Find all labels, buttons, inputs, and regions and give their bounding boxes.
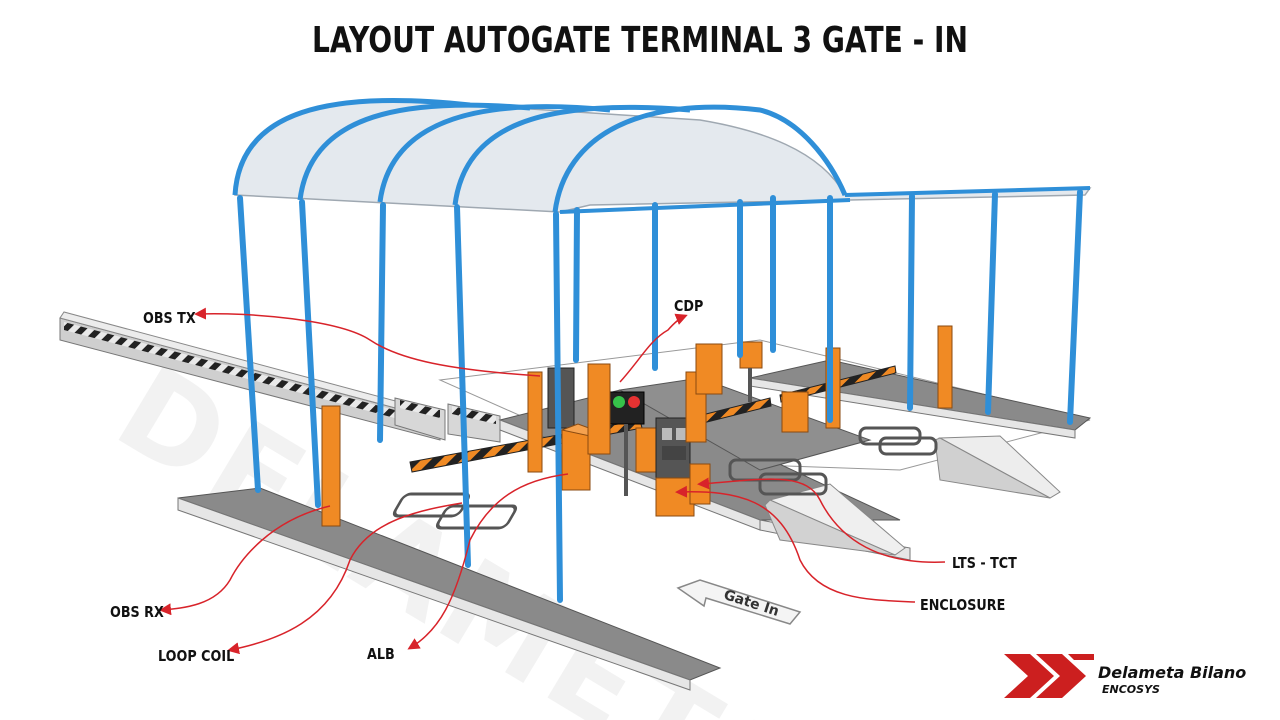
concrete-barrier-wall (59, 311, 501, 443)
callout-alb: ALB (367, 645, 395, 663)
canopy-poles (237, 189, 1083, 603)
callout-lts-tct: LTS - TCT (952, 554, 1017, 572)
callout-loop-coil: LOOP COIL (158, 647, 235, 665)
canopy (232, 98, 1092, 214)
logo-name: Delameta Bilano (1098, 663, 1247, 682)
callout-obs-rx: OBS RX (110, 603, 164, 621)
callout-enclosure: ENCLOSURE (920, 596, 1006, 614)
loop-coil-markings (392, 426, 938, 530)
callout-cdp: CDP (674, 297, 704, 315)
diagram-title: LAYOUT AUTOGATE TERMINAL 3 GATE - IN (312, 20, 968, 61)
logo-mark (1004, 654, 1094, 698)
callout-arrows (159, 307, 946, 655)
left-island (177, 487, 722, 691)
gate-in-text: Gate In (722, 587, 781, 620)
gate-in-road-marking: Gate In (676, 579, 802, 625)
logo-subtitle: ENCOSYS (1102, 683, 1160, 696)
callout-obs-tx: OBS TX (143, 309, 196, 327)
